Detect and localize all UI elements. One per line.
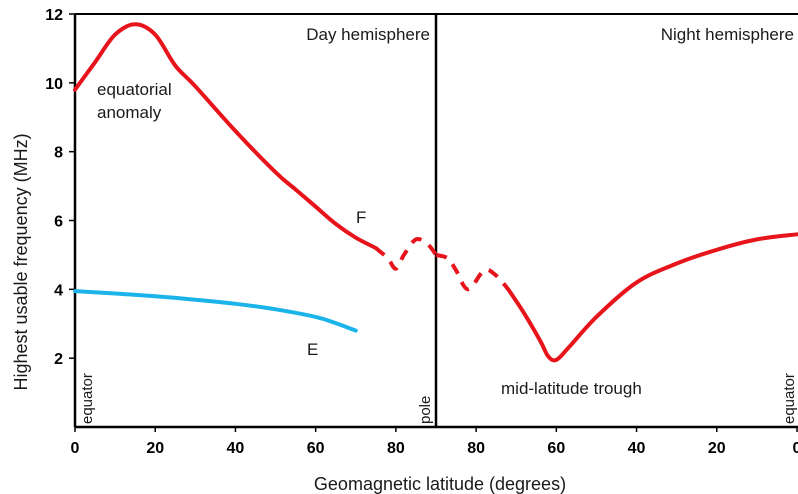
equator-left-label: equator xyxy=(79,373,96,424)
equatorial-anomaly-label-line2: anomaly xyxy=(97,103,162,122)
pole-label: pole xyxy=(417,396,434,424)
f-layer-night-line xyxy=(506,232,798,363)
y-tick-label: 6 xyxy=(54,214,63,231)
f-layer-day-dashed-line xyxy=(374,237,438,271)
x-night-tick-label: 40 xyxy=(628,440,646,457)
f-layer-day-line xyxy=(73,22,378,250)
y-tick-label: 10 xyxy=(45,76,63,93)
y-tick-group: 2 4 6 8 10 12 xyxy=(45,7,75,368)
equatorial-anomaly-label-line1: equatorial xyxy=(97,80,172,99)
day-hemisphere-label: Day hemisphere xyxy=(306,25,430,44)
equator-right-label: equator xyxy=(781,373,798,424)
x-day-tick-label: 60 xyxy=(307,440,325,457)
y-tick-label: 2 xyxy=(54,351,63,368)
night-hemisphere-label: Night hemisphere xyxy=(661,25,794,44)
x-tick-group: 0 20 40 60 80 80 60 40 20 0 xyxy=(71,427,798,457)
f-layer-night-dashed-line xyxy=(435,252,510,292)
e-layer-label: E xyxy=(307,340,318,359)
x-day-tick-label: 40 xyxy=(227,440,245,457)
x-night-tick-label: 60 xyxy=(547,440,565,457)
y-tick-label: 4 xyxy=(54,282,63,299)
y-tick-label: 12 xyxy=(45,7,63,24)
x-day-tick-label: 80 xyxy=(387,440,405,457)
trough-label: mid-latitude trough xyxy=(501,379,642,398)
x-night-tick-label: 20 xyxy=(708,440,726,457)
f-layer-label: F xyxy=(356,208,366,227)
x-axis-title: Geomagnetic latitude (degrees) xyxy=(314,474,566,494)
y-tick-label: 8 xyxy=(54,145,63,162)
y-axis-title: Highest usable frequency (MHz) xyxy=(11,133,31,390)
e-layer-day-line xyxy=(73,289,358,333)
x-day-tick-label: 20 xyxy=(146,440,164,457)
x-night-tick-label: 0 xyxy=(793,440,798,457)
series-group xyxy=(73,22,798,363)
x-night-tick-label: 80 xyxy=(467,440,485,457)
x-day-tick-label: 0 xyxy=(71,440,80,457)
